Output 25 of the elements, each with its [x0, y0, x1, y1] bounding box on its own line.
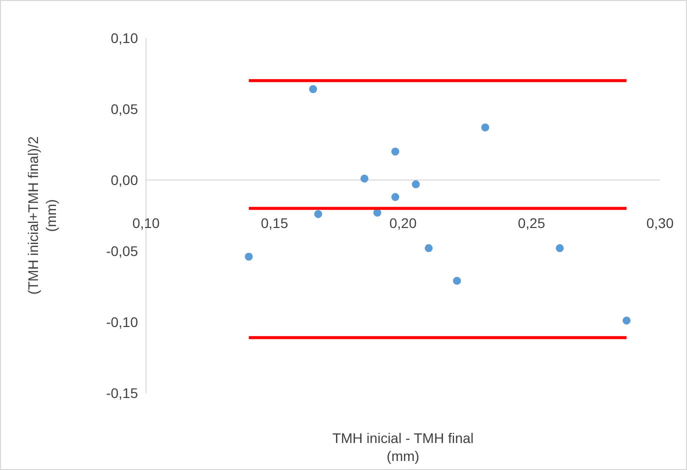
point	[481, 123, 490, 132]
point	[452, 276, 461, 285]
point	[391, 148, 400, 156]
y-tick-label: 0,05	[110, 101, 138, 117]
point	[360, 174, 368, 183]
y-tick-label: -0,05	[106, 243, 138, 259]
point	[622, 316, 631, 325]
x-tick-label: 0,10	[132, 215, 160, 231]
x-tick-label: 0,20	[389, 215, 417, 231]
y-tick-label: -0,10	[106, 314, 138, 330]
y-tick-label: 0,10	[110, 30, 138, 46]
x-tick-label: 0,15	[260, 215, 288, 231]
point	[424, 244, 433, 252]
y-tick-label: 0,00	[110, 172, 138, 188]
point	[391, 193, 400, 202]
x-axis-title: TMH inicial - TMH final (mm)	[332, 430, 474, 464]
point	[309, 85, 318, 94]
point	[556, 244, 564, 252]
y-tick-label: -0,15	[106, 385, 138, 401]
x-tick-label: 0,25	[518, 215, 546, 231]
point	[412, 180, 420, 188]
y-axis-title: (TMH inicial+TMH final)/2 (mm)	[25, 136, 59, 295]
point	[244, 252, 253, 261]
point	[314, 210, 322, 218]
x-tick-label: 0,30	[646, 215, 674, 231]
